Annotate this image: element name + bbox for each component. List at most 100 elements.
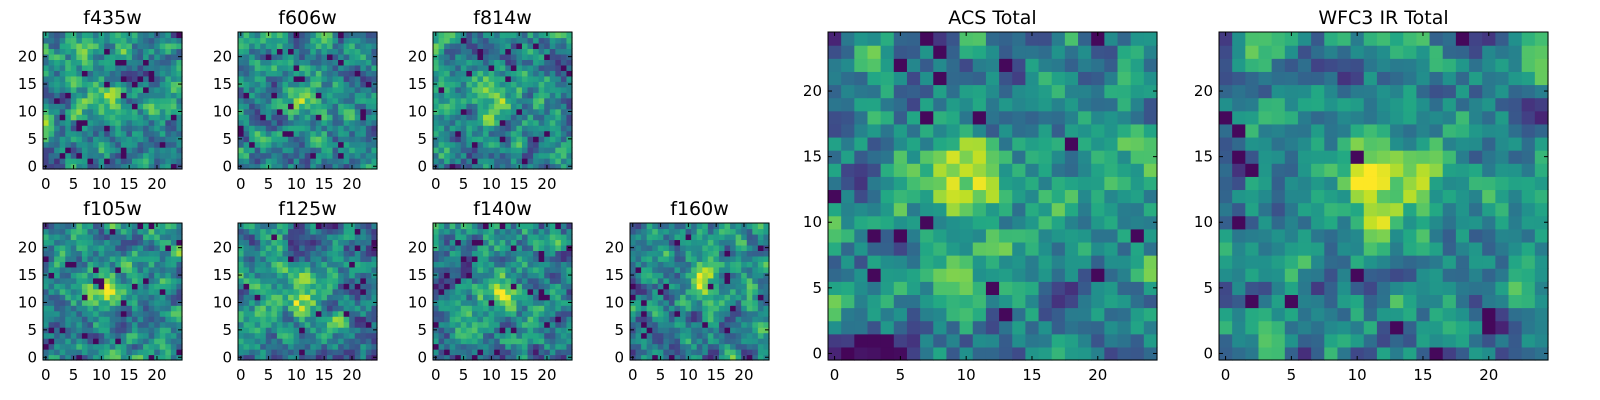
heatmap-cell: [365, 75, 373, 82]
heatmap-cell: [254, 261, 261, 268]
heatmap-cell: [483, 223, 490, 230]
heatmap-cell: [499, 86, 506, 93]
heatmap-cell: [828, 307, 842, 322]
heatmap-cell: [757, 288, 765, 295]
heatmap-cell: [674, 277, 681, 284]
heatmap-cell: [641, 244, 648, 251]
heatmap-cell: [43, 338, 50, 345]
heatmap-cell: [483, 152, 490, 159]
heatmap-cell: [170, 32, 178, 39]
heatmap-cell: [65, 349, 72, 356]
heatmap-cell: [176, 349, 183, 356]
heatmap-cell: [544, 327, 551, 334]
heatmap-cell: [460, 147, 467, 154]
heatmap-cell: [126, 332, 133, 339]
heatmap-cell: [321, 130, 328, 137]
heatmap-cell: [477, 141, 484, 148]
heatmap-cell: [238, 130, 245, 137]
heatmap-cell: [757, 223, 765, 230]
heatmap-cell: [516, 64, 523, 71]
heatmap-cell: [668, 283, 676, 290]
heatmap-cell: [893, 202, 908, 217]
heatmap-cell: [243, 338, 250, 345]
heatmap-cell: [483, 119, 490, 126]
heatmap-cell: [841, 150, 855, 164]
heatmap-cell: [343, 233, 350, 241]
heatmap-cell: [165, 147, 172, 154]
heatmap-cell: [165, 70, 172, 77]
heatmap-cell: [137, 261, 144, 268]
heatmap-cell: [238, 288, 245, 295]
heatmap-cell: [730, 272, 737, 279]
heatmap-cell: [109, 136, 116, 143]
heatmap-cell: [304, 294, 311, 301]
heatmap-cell: [299, 86, 306, 93]
heatmap-cell: [841, 320, 855, 335]
heatmap-cell: [657, 305, 664, 312]
heatmap-cell: [674, 354, 681, 361]
heatmap-cell: [652, 255, 659, 262]
heatmap-cell: [724, 266, 731, 273]
heatmap-cell: [87, 42, 94, 50]
heatmap-cell: [477, 103, 484, 110]
heatmap-cell: [159, 228, 166, 235]
heatmap-cell: [349, 228, 356, 235]
heatmap-cell: [444, 338, 451, 345]
heatmap-cell: [93, 294, 100, 301]
heatmap-cell: [271, 310, 278, 317]
heatmap-cell: [299, 108, 306, 115]
heatmap-cell: [438, 316, 445, 323]
heatmap-cell: [109, 86, 116, 93]
heatmap-cell: [757, 261, 765, 268]
heatmap-cell: [538, 228, 545, 235]
heatmap-cell: [109, 42, 116, 50]
heatmap-cell: [1130, 176, 1145, 191]
heatmap-cell: [310, 42, 317, 50]
heatmap-cell: [165, 255, 172, 262]
heatmap-cell: [1078, 320, 1092, 335]
heatmap-cell: [332, 349, 339, 356]
heatmap-cell: [65, 75, 72, 82]
heatmap-cell: [444, 86, 451, 93]
heatmap-cell: [238, 233, 245, 241]
heatmap-cell: [349, 81, 356, 88]
heatmap-cell: [510, 288, 517, 295]
heatmap-cell: [276, 288, 284, 295]
y-tick-label: 20: [408, 239, 427, 257]
heatmap-cell: [304, 228, 311, 235]
heatmap-cell: [271, 316, 278, 323]
heatmap-cell: [505, 103, 512, 110]
heatmap-cell: [254, 294, 261, 301]
heatmap-cell: [254, 32, 261, 39]
heatmap-cell: [48, 288, 55, 295]
heatmap-cell: [505, 223, 512, 230]
heatmap-cell: [249, 42, 256, 50]
heatmap-cell: [93, 321, 100, 328]
heatmap-cell: [143, 354, 150, 361]
heatmap-cell: [566, 64, 573, 71]
heatmap-cell: [93, 75, 100, 82]
heatmap-cell: [326, 250, 334, 257]
heatmap-cell: [131, 59, 139, 66]
heatmap-cell: [170, 103, 178, 110]
heatmap-cell: [499, 53, 506, 60]
heatmap-cell: [505, 283, 512, 290]
heatmap-cell: [674, 349, 681, 356]
heatmap-cell: [555, 147, 562, 154]
x-tick-label: 20: [734, 366, 753, 384]
heatmap-cell: [299, 130, 306, 137]
heatmap-cell: [1012, 281, 1026, 295]
heatmap-cell: [730, 283, 737, 290]
heatmap-cell: [93, 272, 100, 279]
heatmap-cell: [516, 294, 523, 301]
heatmap-cell: [243, 305, 250, 312]
heatmap-cell: [349, 239, 356, 246]
heatmap-cell: [566, 349, 573, 356]
heatmap-cell: [98, 244, 105, 251]
heatmap-cell: [657, 250, 664, 257]
heatmap-cell: [449, 277, 456, 284]
heatmap-cell: [98, 261, 105, 268]
heatmap-cell: [555, 32, 562, 39]
heatmap-cell: [148, 266, 155, 273]
heatmap-cell: [630, 255, 637, 262]
